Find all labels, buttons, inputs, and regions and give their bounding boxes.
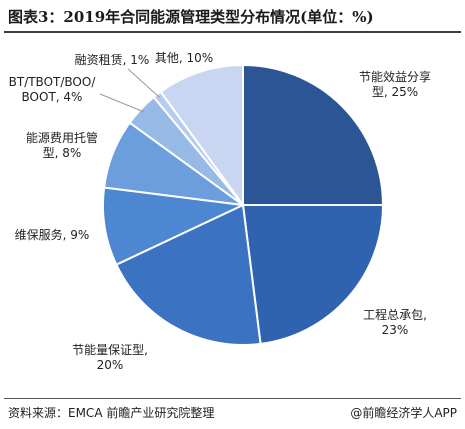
slice-label: 能源费用托管型, 8% bbox=[26, 130, 98, 160]
slice-label: 维保服务, 9% bbox=[15, 227, 90, 242]
pie-chart-svg: 节能效益分享型, 25% 工程总承包, 23% 节能量保证型, 20% 维保服务, 9% 能… bbox=[9, 51, 431, 372]
slice-label-line: 维保服务, 9% bbox=[15, 227, 90, 242]
chart-title: 图表3：2019年合同能源管理类型分布情况(单位：%) bbox=[8, 8, 374, 26]
slice-label-line: 其他, 10% bbox=[155, 51, 213, 65]
slice-label: 节能量保证型, 20% bbox=[72, 343, 148, 372]
source-note: 资料来源：EMCA 前瞻产业研究院整理 bbox=[8, 406, 215, 420]
slice-label: 节能效益分享型, 25% bbox=[359, 69, 431, 99]
pie-slices bbox=[101, 63, 385, 346]
leader-lines bbox=[99, 68, 160, 113]
pie-slice bbox=[242, 63, 385, 206]
slice-label-line: 节能量保证型, bbox=[72, 343, 148, 357]
leader-line bbox=[99, 93, 145, 113]
slice-label-line: 型, 8% bbox=[43, 146, 82, 160]
slice-label-line: 融资租赁, 1% bbox=[75, 53, 150, 67]
brand-credit: @前瞻经济学人APP bbox=[350, 406, 457, 420]
pie-chart: 节能效益分享型, 25% 工程总承包, 23% 节能量保证型, 20% 维保服务, 9% 能… bbox=[0, 34, 465, 396]
pie-slice bbox=[114, 203, 262, 346]
leader-line bbox=[127, 68, 160, 98]
slice-label-line: 能源费用托管 bbox=[26, 130, 98, 145]
slice-label-line: 型, 25% bbox=[372, 85, 418, 99]
footer-divider bbox=[4, 398, 461, 399]
pie-slice bbox=[241, 204, 385, 346]
slice-label: 融资租赁, 1% bbox=[75, 53, 150, 67]
slice-label-line: 23% bbox=[382, 323, 409, 337]
slice-label: BT/TBOT/BOO/BOOT, 4% bbox=[9, 75, 97, 104]
slice-label: 工程总承包, 23% bbox=[363, 307, 427, 337]
slice-label-line: BT/TBOT/BOO/ bbox=[9, 75, 97, 89]
slice-label-line: 节能效益分享 bbox=[359, 69, 431, 84]
pie-slice bbox=[101, 186, 247, 266]
slice-labels: 节能效益分享型, 25% 工程总承包, 23% 节能量保证型, 20% 维保服务, 9% 能… bbox=[9, 51, 431, 372]
slice-label-line: 工程总承包, bbox=[363, 307, 427, 322]
pie-slice bbox=[159, 63, 244, 209]
slice-label-line: 20% bbox=[97, 358, 124, 372]
slice-label: 其他, 10% bbox=[155, 51, 213, 65]
title-divider bbox=[4, 31, 461, 33]
slice-label-line: BOOT, 4% bbox=[22, 90, 83, 104]
